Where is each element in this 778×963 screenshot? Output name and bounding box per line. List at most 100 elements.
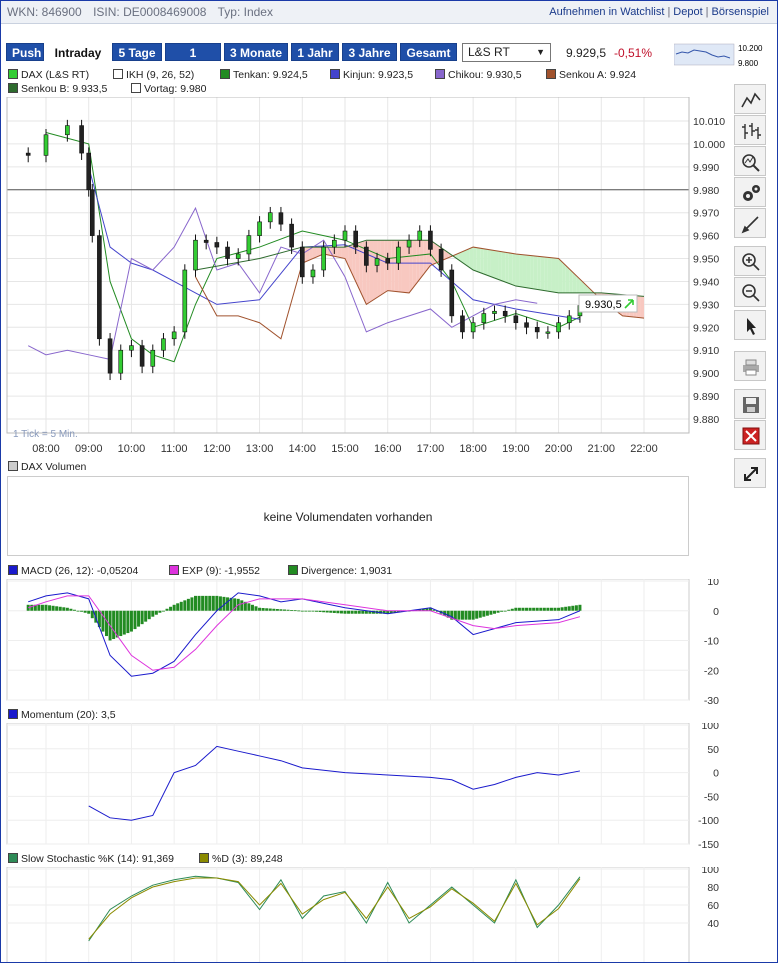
- series-line-momentum: [88, 745, 581, 821]
- x-tick-label: 22:00: [630, 443, 658, 455]
- divergence-bar: [183, 600, 187, 611]
- sparkline-min-label: 9.800: [738, 59, 759, 68]
- tab-1-monat[interactable]: 1 Monat: [165, 43, 221, 78]
- line-chart-icon: [741, 92, 761, 108]
- divergence-bar: [535, 607, 539, 611]
- candle: [171, 331, 177, 340]
- series-line-exp: [28, 595, 581, 671]
- tab-gesamt[interactable]: Gesamt: [400, 43, 457, 61]
- candle: [86, 152, 92, 191]
- x-tick-label: 20:00: [545, 443, 573, 455]
- y-tick-label: 10: [707, 579, 719, 588]
- tab-3-jahre[interactable]: 3 Jahre: [342, 43, 397, 61]
- sparkline[interactable]: 10.200 9.800: [674, 42, 770, 68]
- candlestick-chart-button[interactable]: [734, 146, 766, 176]
- y-tick-label: 9.960: [693, 231, 719, 243]
- pointer-button[interactable]: [734, 310, 766, 340]
- main-price-chart[interactable]: 10.010 10.000 9.990 9.980 9.970 9.960 9.950 9.9…: [1, 97, 731, 457]
- tab-5-tage[interactable]: 5 Tage: [112, 43, 162, 61]
- divergence-bar: [161, 610, 165, 612]
- divergence-bar: [105, 610, 109, 637]
- volume-message: keine Volumendaten vorhanden: [263, 510, 433, 524]
- divergence-bar: [325, 610, 329, 613]
- divergence-bar: [172, 604, 176, 611]
- x-tick-label: 13:00: [246, 443, 274, 455]
- divergence-bar: [578, 604, 582, 611]
- ohlc-chart-button[interactable]: [734, 115, 766, 145]
- momentum-chart[interactable]: 100 50 0 -50 -100 -150: [1, 723, 731, 848]
- y-tick-label: -100: [698, 815, 719, 827]
- zoom-in-icon: [742, 253, 760, 271]
- x-tick-label: 09:00: [75, 443, 103, 455]
- tab-intraday[interactable]: Intraday: [47, 43, 109, 61]
- boersenspiel-link[interactable]: Börsenspiel: [711, 6, 769, 18]
- divergence-bar: [233, 598, 237, 611]
- zoom-in-button[interactable]: [734, 246, 766, 276]
- current-price-marker: 9.930,5: [578, 294, 638, 313]
- print-button[interactable]: [734, 351, 766, 381]
- save-button[interactable]: [734, 389, 766, 419]
- x-tick-label: 11:00: [161, 443, 188, 455]
- divergence-bar: [329, 610, 333, 613]
- exchange-select[interactable]: L&S RT ▼: [462, 43, 551, 62]
- draw-button[interactable]: [734, 208, 766, 238]
- divergence-bar: [137, 610, 141, 627]
- line-chart-button[interactable]: [734, 84, 766, 114]
- kumo-cloud: [423, 240, 427, 275]
- divergence-bar: [332, 610, 336, 613]
- x-tick-label: 10:00: [118, 443, 146, 455]
- divergence-bar: [393, 610, 397, 613]
- x-tick-label: 18:00: [459, 443, 487, 455]
- tab-1-jahr[interactable]: 1 Jahr: [291, 43, 339, 61]
- divergence-bar: [80, 610, 84, 612]
- kumo-cloud: [316, 247, 321, 258]
- kumo-cloud: [547, 257, 552, 292]
- divergence-bar: [154, 610, 158, 615]
- settings-button[interactable]: [734, 177, 766, 207]
- candle: [556, 322, 561, 333]
- print-icon: [743, 359, 759, 376]
- tab-push[interactable]: Push: [6, 43, 44, 61]
- divergence-bar: [489, 610, 493, 615]
- kumo-cloud: [636, 295, 641, 318]
- candle: [332, 239, 337, 248]
- divergence-bar: [208, 595, 212, 611]
- candle: [97, 235, 102, 340]
- kumo-cloud: [498, 251, 502, 281]
- legend-vortag: Vortag: 9.980: [131, 83, 206, 95]
- kumo-cloud: [458, 251, 463, 263]
- kumo-cloud: [416, 240, 420, 284]
- legend-exp: EXP (9): -1,9552: [169, 565, 260, 577]
- y-tick-label: 50: [707, 744, 719, 756]
- divergence-bar: [521, 607, 525, 611]
- macd-chart[interactable]: 10 0 -10 -20 -30: [1, 579, 731, 704]
- kumo-cloud: [576, 275, 580, 293]
- depot-link[interactable]: Depot: [673, 6, 703, 18]
- x-tick-label: 19:00: [502, 443, 530, 455]
- candle: [460, 315, 465, 333]
- zoom-out-button[interactable]: [734, 277, 766, 307]
- candle: [492, 310, 497, 314]
- candle: [545, 331, 551, 334]
- stochastic-chart[interactable]: 100 80 60 40: [1, 867, 731, 963]
- divergence-bar: [311, 610, 315, 612]
- y-tick-label: 9.900: [693, 368, 719, 380]
- divergence-bar: [574, 605, 578, 611]
- candle: [129, 345, 134, 351]
- fullscreen-button[interactable]: [734, 458, 766, 488]
- watchlist-link[interactable]: Aufnehmen in Watchlist: [549, 6, 665, 18]
- divergence-bar: [268, 608, 272, 611]
- divergence-bar: [549, 607, 553, 611]
- kumo-cloud: [494, 250, 499, 280]
- tab-3-monate[interactable]: 3 Monate: [224, 43, 288, 61]
- divergence-bar: [318, 610, 322, 612]
- divergence-bar: [468, 610, 472, 620]
- candle: [193, 239, 198, 271]
- kumo-cloud: [572, 272, 577, 293]
- kumo-cloud: [412, 240, 417, 289]
- delete-button[interactable]: [734, 420, 766, 450]
- exchange-select-value: L&S RT: [468, 45, 510, 59]
- divergence-bar: [396, 610, 400, 613]
- candlestick-chart-icon: [742, 154, 760, 172]
- kumo-cloud: [594, 292, 598, 297]
